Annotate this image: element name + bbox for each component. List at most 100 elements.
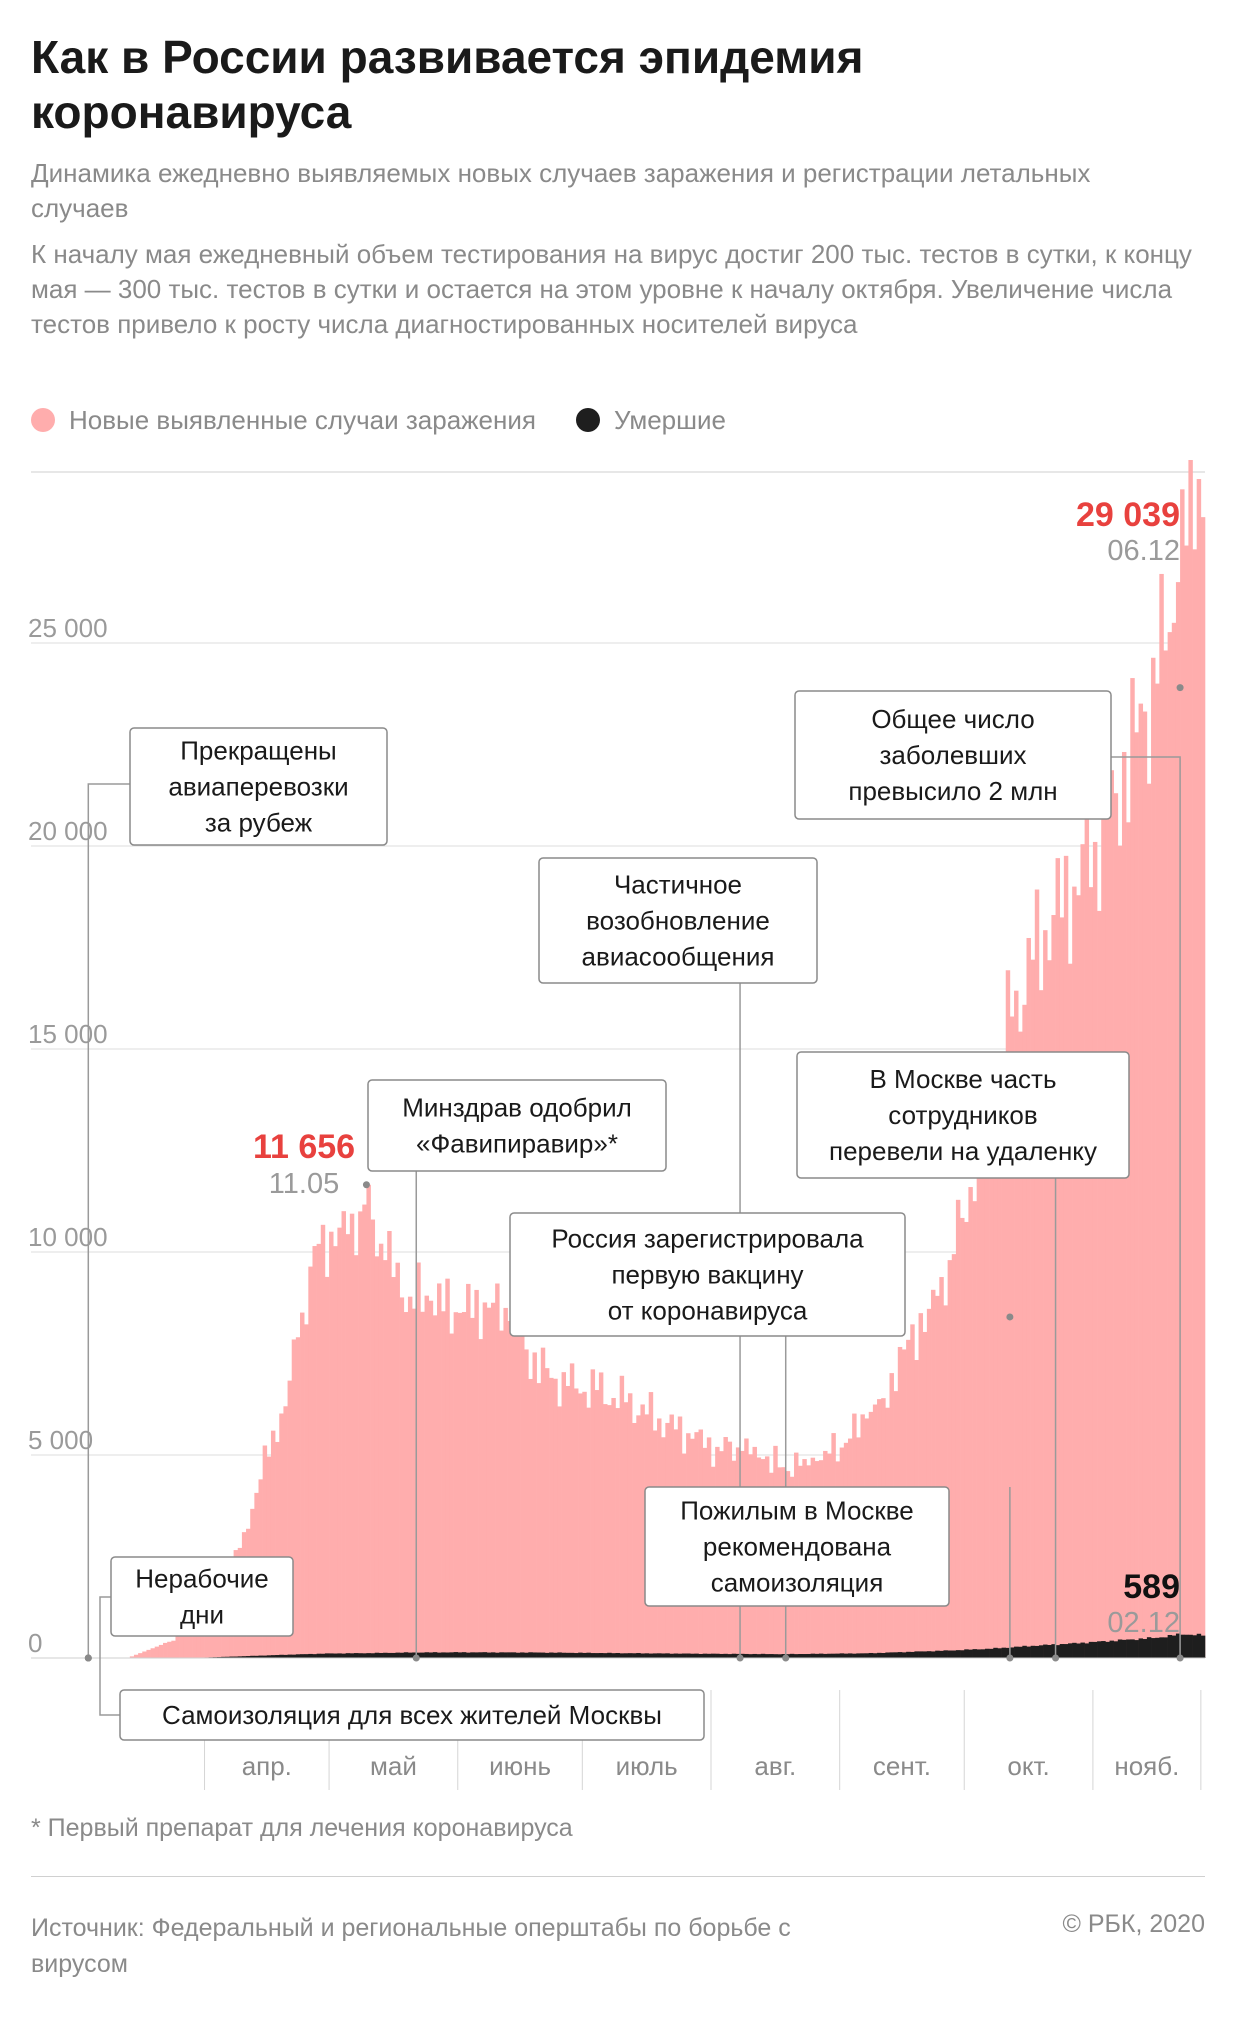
case-bar — [208, 1617, 214, 1658]
case-bar — [524, 1349, 529, 1658]
death-bar — [727, 1654, 733, 1658]
event-marker-dot — [1176, 684, 1184, 692]
death-bar — [478, 1652, 483, 1658]
case-bar — [378, 1243, 384, 1658]
callout-anchor-dot — [1006, 1654, 1014, 1662]
case-bar — [482, 1302, 488, 1658]
death-bar — [1184, 1634, 1189, 1658]
case-bar — [183, 1631, 189, 1658]
case-bar — [1072, 886, 1077, 1658]
death-bar — [337, 1653, 342, 1658]
callout-anchor-dot — [1052, 1654, 1060, 1662]
death-bar — [432, 1652, 438, 1658]
case-bar — [528, 1378, 533, 1658]
death-bar — [1180, 1634, 1185, 1658]
death-bar — [1072, 1642, 1077, 1658]
death-bar — [872, 1653, 878, 1658]
case-bar — [1113, 793, 1119, 1658]
case-bar — [586, 1407, 591, 1658]
death-bar — [582, 1652, 587, 1658]
case-bar — [353, 1255, 359, 1658]
death-bar — [1068, 1643, 1073, 1658]
case-bar — [1022, 1004, 1027, 1658]
death-bar — [901, 1652, 907, 1658]
death-bar — [939, 1650, 944, 1658]
case-bar — [1142, 711, 1148, 1658]
case-bar — [275, 1441, 280, 1658]
case-bar — [187, 1629, 193, 1658]
case-bar — [1200, 517, 1206, 1658]
death-bar — [300, 1654, 305, 1658]
case-bar — [474, 1289, 479, 1658]
divider — [31, 1876, 1205, 1877]
death-bar — [1038, 1645, 1044, 1658]
callout-anchor-dot — [1176, 1654, 1184, 1662]
case-bar — [582, 1391, 587, 1658]
death-bar — [461, 1652, 467, 1658]
death-bar — [1134, 1640, 1139, 1658]
case-bar — [1175, 582, 1181, 1658]
death-bar — [603, 1653, 608, 1658]
death-bar — [702, 1653, 708, 1658]
death-bar — [528, 1652, 533, 1658]
case-bar — [453, 1312, 459, 1658]
y-tick-label: 15 000 — [28, 1019, 108, 1049]
death-bar — [1043, 1644, 1048, 1658]
death-bar — [661, 1653, 666, 1658]
case-bar — [163, 1642, 168, 1658]
case-bar — [1001, 1068, 1007, 1658]
callout-text: сотрудников — [888, 1100, 1037, 1130]
y-tick-label: 0 — [28, 1628, 42, 1658]
death-bar — [266, 1655, 272, 1658]
case-bar — [470, 1317, 475, 1658]
death-bar — [304, 1654, 309, 1658]
case-bar — [158, 1644, 164, 1658]
case-bar — [1121, 751, 1127, 1658]
case-bar — [437, 1283, 442, 1658]
callout-text: заболевших — [880, 740, 1027, 770]
death-bar — [370, 1653, 376, 1658]
legend-item-cases: Новые выявленные случаи заражения — [31, 405, 536, 436]
death-bar — [1084, 1643, 1090, 1658]
legend-swatch-cases — [31, 408, 55, 432]
annotation-remote-work: В Москве часть сотрудников перевели на уда… — [796, 1051, 1130, 1662]
annotation-flights-resumed: Частичное возобновление авиасообщения — [538, 857, 818, 1662]
death-bar — [233, 1656, 239, 1658]
death-bar — [353, 1653, 359, 1658]
annotation-non-working-days: Нерабочие дни — [84, 1556, 294, 1662]
death-bar — [345, 1653, 351, 1658]
death-bar — [578, 1652, 583, 1658]
label-peak-spring-date: 11.05 — [269, 1168, 339, 1200]
callout-text: за рубеж — [205, 808, 313, 838]
case-bar — [412, 1308, 417, 1658]
death-bar — [968, 1649, 973, 1658]
case-bar — [499, 1330, 504, 1658]
case-bar — [287, 1380, 293, 1658]
death-bar — [1192, 1635, 1197, 1658]
death-bar — [752, 1653, 757, 1658]
annotation-two-million: Общее число заболевших превысило 2 млн — [794, 690, 1184, 1662]
y-tick-label: 5 000 — [28, 1425, 93, 1455]
death-bar — [1076, 1643, 1081, 1658]
death-bar — [989, 1648, 994, 1658]
death-bar — [362, 1653, 367, 1658]
death-bar — [499, 1652, 504, 1658]
death-bar — [594, 1653, 600, 1658]
case-bar — [935, 1295, 940, 1658]
case-bar — [262, 1445, 268, 1658]
label-peak-spring-value: 11 656 — [253, 1128, 355, 1166]
death-bar — [673, 1653, 679, 1658]
case-bar — [931, 1289, 936, 1658]
callout-box — [538, 857, 818, 984]
case-bar — [142, 1651, 147, 1658]
case-bar — [1155, 683, 1160, 1658]
case-bar — [1043, 930, 1048, 1658]
death-bar — [1030, 1645, 1036, 1658]
case-bar — [1084, 808, 1090, 1658]
case-bar — [1188, 460, 1193, 1658]
case-bar — [574, 1388, 579, 1658]
death-bar — [1188, 1634, 1193, 1658]
callout-text: Самоизоляция для всех жителей Москвы — [162, 1700, 662, 1730]
callout-text: Нерабочие — [135, 1564, 268, 1594]
x-tick-label: авг. — [754, 1751, 796, 1781]
